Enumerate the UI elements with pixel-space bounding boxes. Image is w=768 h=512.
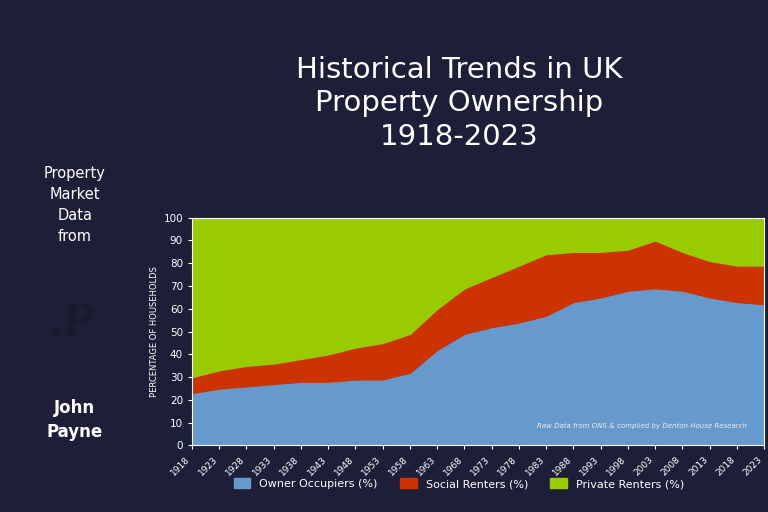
Text: Historical Trends in UK
Property Ownership
1918-2023: Historical Trends in UK Property Ownersh… — [296, 56, 622, 151]
Text: .P: .P — [49, 302, 94, 344]
Legend: Owner Occupiers (%), Social Renters (%), Private Renters (%): Owner Occupiers (%), Social Renters (%),… — [233, 478, 684, 489]
Y-axis label: PERCENTAGE OF HOUSEHOLDS: PERCENTAGE OF HOUSEHOLDS — [151, 266, 159, 397]
Text: John
Payne: John Payne — [47, 399, 103, 441]
Text: Property
Market
Data
from: Property Market Data from — [44, 166, 106, 244]
Text: Raw Data from ONS & compiled by Denton House Research: Raw Data from ONS & compiled by Denton H… — [537, 423, 747, 430]
